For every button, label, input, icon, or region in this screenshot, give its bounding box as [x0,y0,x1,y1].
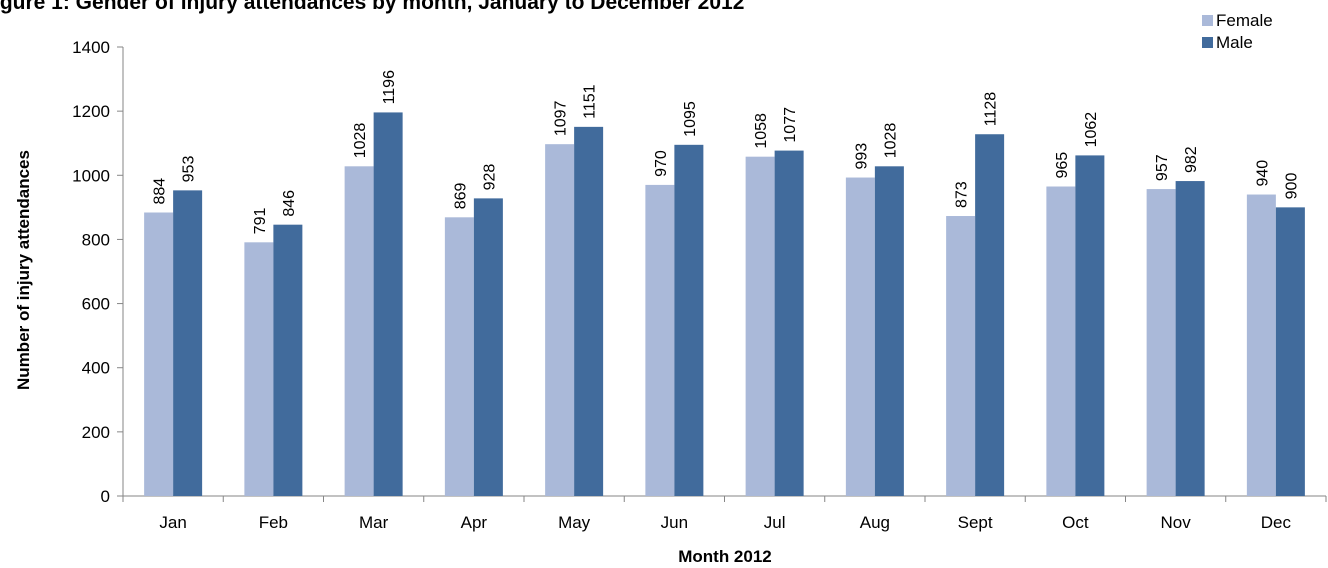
data-label-female: 993 [853,143,870,170]
x-tick-label: Oct [1062,513,1089,532]
data-label-female: 1097 [553,100,570,136]
bar-female [244,242,274,496]
bar-male [774,150,804,497]
y-tick-label: 1000 [72,166,110,185]
bars [144,112,1305,497]
y-tick-label: 0 [101,487,110,506]
bar-male [674,144,704,496]
x-tick-label: Dec [1261,513,1292,532]
x-tick-label: Nov [1161,513,1192,532]
bar-female [444,217,474,496]
bar-female [645,184,675,496]
data-label-male: 1196 [381,70,398,105]
bar-female [946,216,976,497]
x-tick-label: Jun [661,513,688,532]
data-label-male: 982 [1183,146,1200,173]
x-tick-label: Aug [860,513,890,532]
bar-female [845,177,875,497]
x-tick-label: Jul [764,513,786,532]
legend-label-female: Female [1216,11,1273,30]
data-label-male: 1028 [882,123,899,159]
x-tick-label: Mar [359,513,389,532]
legend-swatch-female [1202,15,1213,26]
bar-male [473,198,503,496]
legend-label-male: Male [1216,33,1253,52]
x-tick-label: Sept [958,513,993,532]
x-axis-title: Month 2012 [678,547,772,566]
bar-male [874,166,904,496]
data-label-female: 869 [452,183,469,210]
data-label-male: 1128 [983,92,1000,127]
y-tick-label: 400 [82,359,110,378]
bar-male [574,126,604,497]
data-label-female: 970 [653,150,670,177]
data-label-female: 884 [152,178,169,205]
data-label-female: 965 [1054,152,1071,179]
data-label-male: 846 [281,190,298,217]
y-tick-label: 600 [82,295,110,314]
data-label-male: 1095 [682,101,699,137]
y-axis-title: Number of injury attendances [14,150,33,390]
data-label-female: 791 [252,208,269,235]
data-label-female: 1058 [753,113,770,149]
data-label-female: 873 [954,181,971,208]
bar-female [1146,189,1176,497]
x-tick-label: Feb [259,513,288,532]
bar-male [1175,181,1205,496]
y-tick-label: 800 [82,230,110,249]
bar-male [1275,207,1305,496]
data-label-female: 1028 [352,123,369,159]
bar-female [545,144,575,496]
bar-male [975,134,1005,496]
legend: Female Male [1202,11,1273,52]
bar-male [373,112,403,496]
data-label-female: 957 [1154,154,1171,181]
x-tick-label: Jan [159,513,186,532]
bar-female [1246,194,1276,496]
data-label-male: 1062 [1083,112,1100,148]
bar-female [1046,186,1076,496]
bar-male [1075,155,1105,496]
data-label-female: 940 [1254,160,1271,187]
data-label-male: 1077 [782,107,799,143]
chart-title: igure 1: Gender of injury attendances by… [0,0,745,14]
bar-female [144,212,174,496]
bar-male [273,224,303,496]
data-label-male: 953 [181,156,198,183]
bar-female [344,166,374,496]
x-tick-label: Apr [461,513,488,532]
x-tick-label: May [558,513,591,532]
bar-female [745,156,775,497]
data-label-male: 1151 [582,84,599,119]
data-label-male: 900 [1283,173,1300,200]
y-axis: 0 200 400 600 800 1000 1200 1400 [72,38,124,506]
y-tick-label: 1200 [72,102,110,121]
y-tick-label: 200 [82,423,110,442]
data-label-male: 928 [481,164,498,191]
x-axis: Jan Feb Mar Apr May Jun Jul Aug Sept Oct Nov Dec [122,495,1327,532]
bar-male [173,190,203,496]
data-labels: 884 791 1028 869 1097 970 1058 993 873 965 957 940 9… [152,70,1301,234]
y-tick-label: 1400 [72,38,110,57]
legend-swatch-male [1202,37,1213,48]
